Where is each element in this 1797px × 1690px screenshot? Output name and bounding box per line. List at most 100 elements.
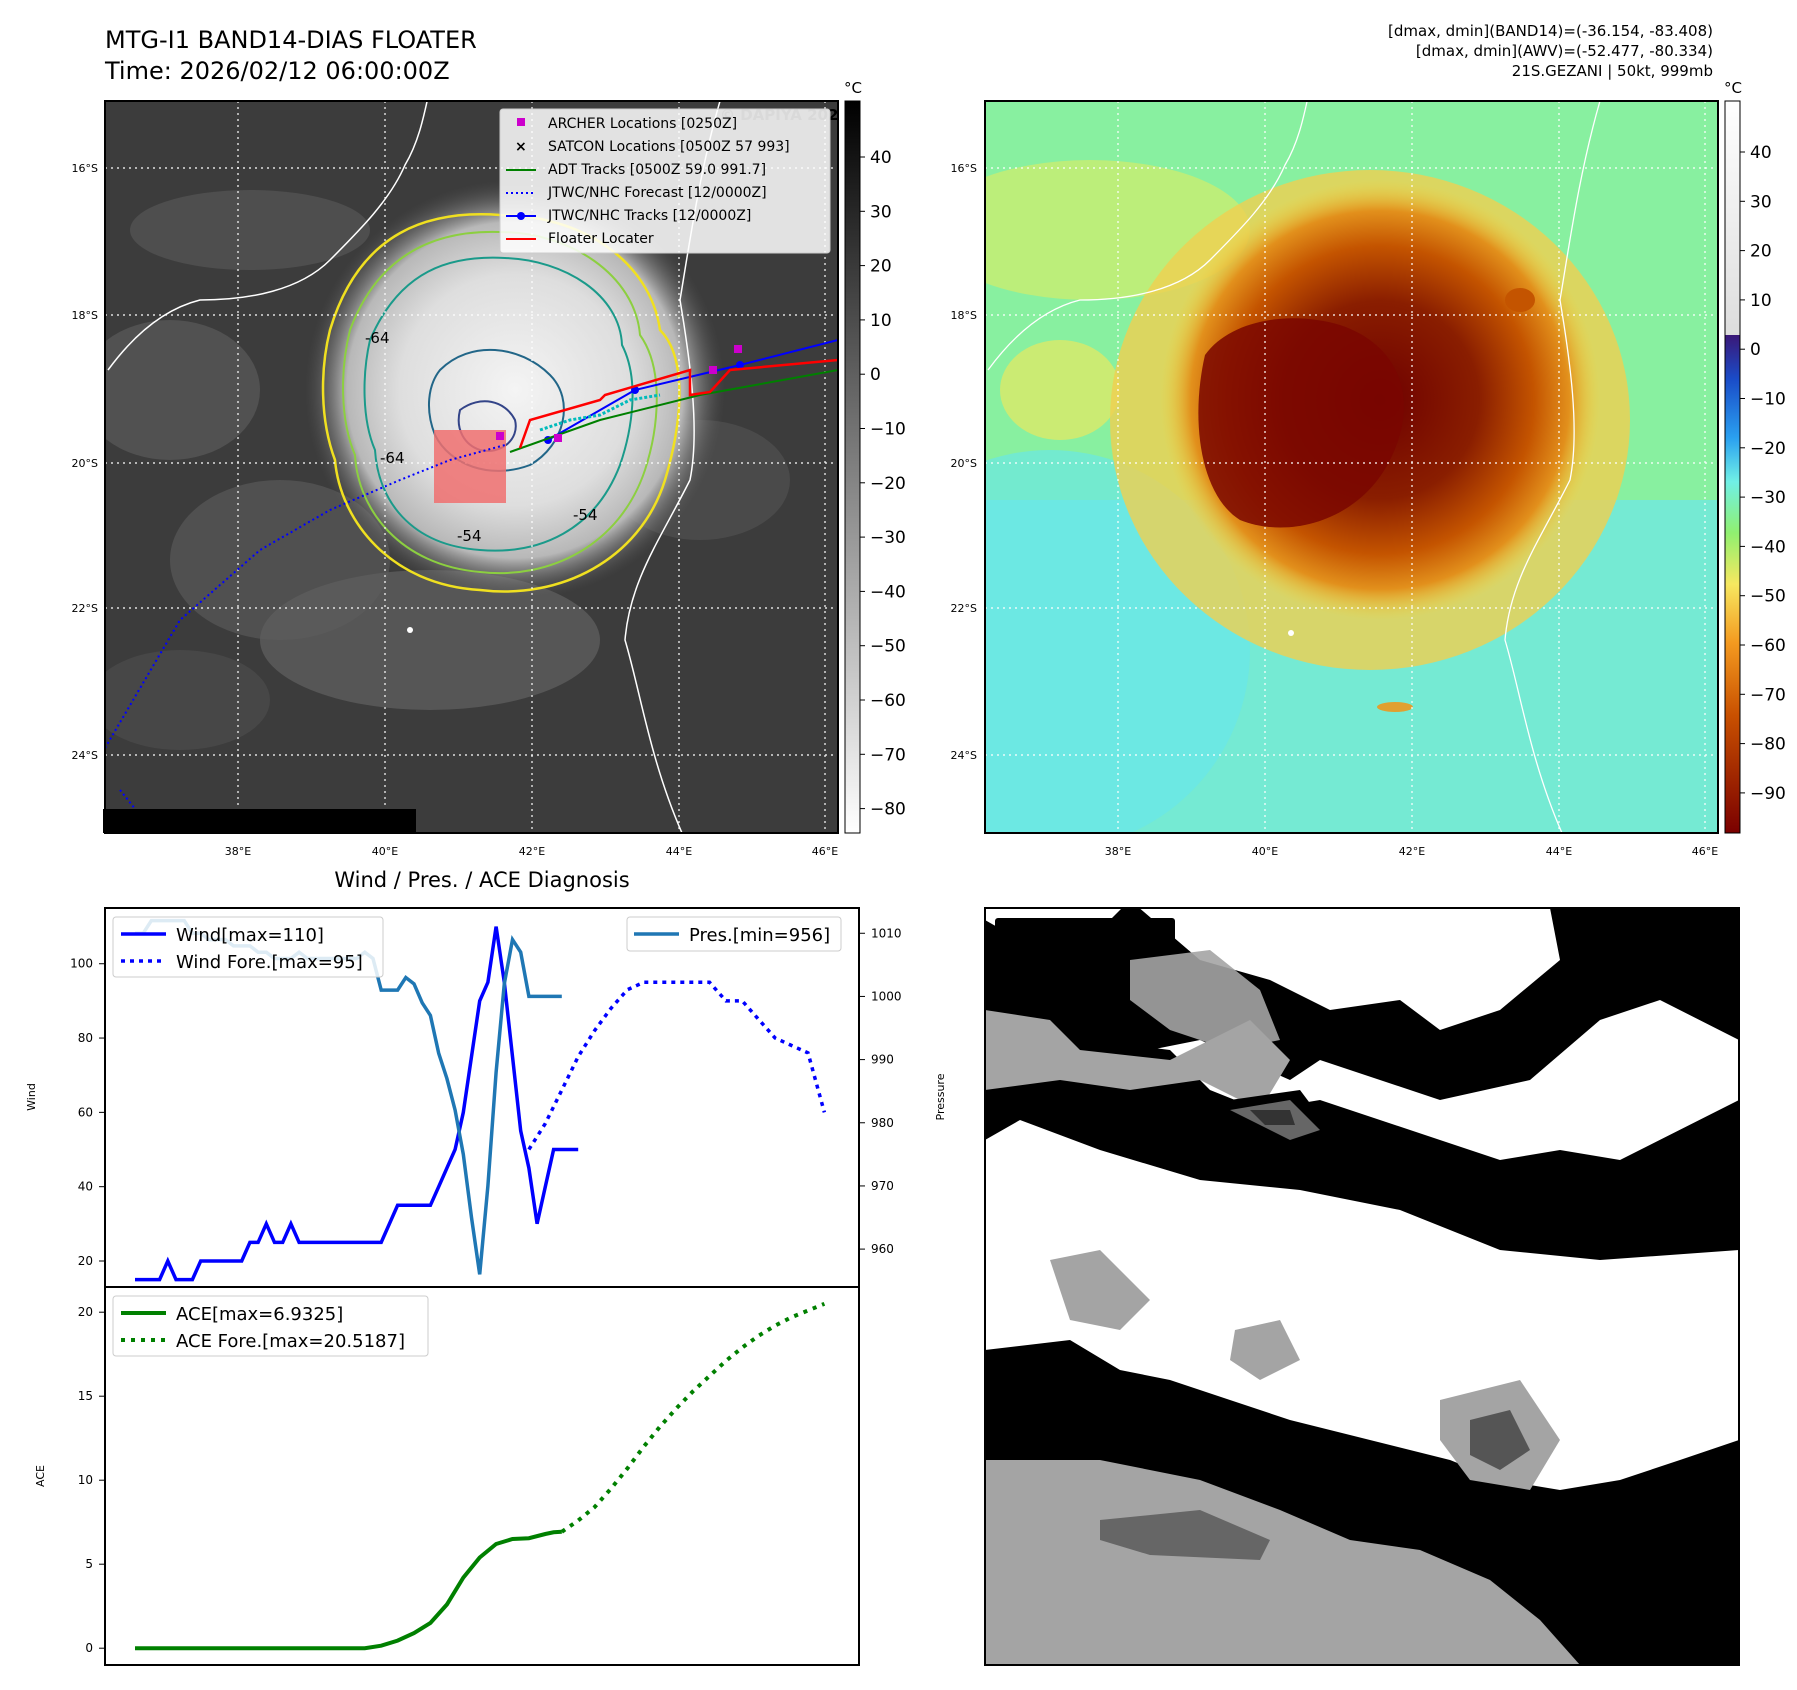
legend-satcon: SATCON Locations [0500Z 57 993] bbox=[548, 139, 790, 155]
ace-tick-label: 10 bbox=[78, 1473, 93, 1487]
wind-tick-label: 100 bbox=[70, 957, 93, 971]
pressure-tick-label: 990 bbox=[871, 1053, 894, 1067]
pressure-axis-label: Pressure bbox=[934, 1073, 947, 1120]
chart-title: Wind / Pres. / ACE Diagnosis bbox=[334, 868, 629, 892]
colorbar-tick-label: −10 bbox=[1750, 390, 1786, 410]
ace-axis-label: ACE bbox=[34, 1465, 47, 1487]
legend-tracks: JTWC/NHC Tracks [12/0000Z] bbox=[547, 208, 751, 224]
colorbar-tick-label: 40 bbox=[1750, 143, 1772, 163]
best-track bbox=[547, 339, 838, 441]
pressure-legend: Pres.[min=956] bbox=[626, 916, 842, 952]
right-map-lat-labels: 16°S 18°S 20°S 22°S 24°S bbox=[951, 162, 977, 762]
colorbar-tick-label: −50 bbox=[870, 637, 906, 657]
title-line-1: MTG-I1 BAND14-DIAS FLOATER bbox=[105, 26, 477, 54]
colorbar-tick-label: −70 bbox=[870, 745, 906, 765]
wind-legend: Wind[max=110] Wind Fore.[max=95] bbox=[112, 916, 384, 978]
copyright-box bbox=[103, 809, 416, 833]
colorbar-tick-label: −30 bbox=[870, 528, 906, 548]
svg-text:40°E: 40°E bbox=[372, 845, 398, 858]
svg-text:×: × bbox=[515, 139, 527, 155]
svg-text:22°S: 22°S bbox=[951, 602, 977, 615]
wmg-frame bbox=[984, 907, 1740, 1666]
wmg-count-box bbox=[995, 918, 1175, 950]
colorbar-tick-label: −70 bbox=[1750, 685, 1786, 705]
svg-text:42°E: 42°E bbox=[1399, 845, 1425, 858]
legend-ace-forecast: ACE Fore.[max=20.5187] bbox=[176, 1331, 405, 1352]
archer-legend-marker bbox=[517, 118, 525, 126]
storm-info: 21S.GEZANI | 50kt, 999mb bbox=[1511, 62, 1713, 80]
wmg-count: WMG Count: 0 bbox=[1004, 925, 1157, 947]
wind-tick-label: 40 bbox=[78, 1180, 93, 1194]
ir-map-frame bbox=[104, 100, 839, 834]
wind-forecast-series-line bbox=[527, 980, 827, 1151]
ace-series-line bbox=[135, 1529, 562, 1651]
svg-text:46°E: 46°E bbox=[1692, 845, 1718, 858]
colorbar-tick-label: 0 bbox=[1750, 340, 1761, 360]
colorbar-tick-label: −60 bbox=[870, 691, 906, 711]
ace-y-ticks: 0 5 10 15 20 bbox=[78, 1305, 105, 1655]
svg-text:18°S: 18°S bbox=[72, 309, 98, 322]
ace-chart: 0 5 10 15 20 ACE ACE[max=6.9325] ACE Fore.[m… bbox=[34, 1286, 860, 1666]
gridlines-right bbox=[985, 101, 1718, 833]
gray-colorbar-unit: °C bbox=[844, 79, 862, 97]
pressure-y-ticks: 960 970 980 990 1000 1010 bbox=[859, 926, 902, 1256]
forecast-track bbox=[105, 444, 506, 749]
svg-text:20°S: 20°S bbox=[951, 457, 977, 470]
right-map-lon-labels: 38°E 40°E 42°E 44°E 46°E bbox=[1105, 845, 1718, 858]
coastline-africa bbox=[107, 101, 428, 371]
pressure-tick-label: 1010 bbox=[871, 926, 902, 940]
legend-pressure: Pres.[min=956] bbox=[689, 925, 830, 946]
contour-label: -54 bbox=[457, 527, 482, 545]
floater-track bbox=[518, 358, 838, 449]
legend-adt: ADT Tracks [0500Z 59.0 991.7] bbox=[548, 162, 766, 178]
pressure-tick-label: 960 bbox=[871, 1242, 894, 1256]
left-map-lat-labels: 16°S 18°S 20°S 22°S 24°S bbox=[72, 162, 98, 762]
svg-text:44°E: 44°E bbox=[666, 845, 692, 858]
colorbar-tick-label: 30 bbox=[1750, 192, 1772, 212]
ace-forecast-series-line bbox=[560, 1301, 826, 1534]
colorbar-tick-label: 20 bbox=[870, 257, 892, 277]
svg-text:18°S: 18°S bbox=[951, 309, 977, 322]
colorbar-tick-label: −90 bbox=[1750, 784, 1786, 804]
legend-floater: Floater Locater bbox=[548, 231, 654, 247]
left-map-lon-labels: 38°E 40°E 42°E 44°E 46°E bbox=[225, 845, 838, 858]
color-colorbar: °C 40 30 20 10 0 −10 −20 −30 −40 −50 −60 −70 −80 −90 bbox=[1724, 79, 1786, 834]
contour-yellow bbox=[321, 213, 681, 593]
ace-tick-label: 20 bbox=[78, 1305, 93, 1319]
svg-text:38°E: 38°E bbox=[1105, 845, 1131, 858]
colorbar-tick-label: 10 bbox=[870, 311, 892, 331]
title-line-2: Time: 2026/02/12 06:00:00Z bbox=[105, 57, 450, 85]
legend-archer: ARCHER Locations [0250Z] bbox=[548, 116, 737, 132]
colorbar-tick-label: 40 bbox=[870, 148, 892, 168]
wind-pressure-chart: 20 40 60 80 100 960 970 980 990 1000 1010 Wind Pr… bbox=[25, 907, 947, 1288]
satcon-marks bbox=[539, 393, 661, 432]
svg-text:16°S: 16°S bbox=[951, 162, 977, 175]
colorbar-tick-label: −40 bbox=[1750, 537, 1786, 557]
legend-forecast: JTWC/NHC Forecast [12/0000Z] bbox=[547, 185, 767, 201]
ace-legend: ACE[max=6.9325] ACE Fore.[max=20.5187] bbox=[112, 1295, 429, 1357]
ace-tick-label: 5 bbox=[85, 1557, 93, 1571]
wind-axis-label: Wind bbox=[25, 1083, 38, 1111]
colorbar-tick-label: 10 bbox=[1750, 291, 1772, 311]
svg-text:44°E: 44°E bbox=[1546, 845, 1572, 858]
wind-tick-label: 80 bbox=[78, 1031, 93, 1045]
svg-text:46°E: 46°E bbox=[812, 845, 838, 858]
svg-text:24°S: 24°S bbox=[72, 749, 98, 762]
pressure-tick-label: 980 bbox=[871, 1116, 894, 1130]
colorbar-tick-label: 30 bbox=[870, 202, 892, 222]
svg-text:42°E: 42°E bbox=[519, 845, 545, 858]
stats-line-2: [dmax, dmin](AWV)=(-52.477, -80.334) bbox=[1415, 42, 1713, 60]
archer-marker bbox=[496, 432, 504, 440]
wmg-panel: WMG Count: 0 bbox=[985, 908, 1739, 1665]
svg-text:40°E: 40°E bbox=[1252, 845, 1278, 858]
wind-tick-label: 20 bbox=[78, 1254, 93, 1268]
pressure-tick-label: 970 bbox=[871, 1179, 894, 1193]
svg-text:38°E: 38°E bbox=[225, 845, 251, 858]
pressure-tick-label: 1000 bbox=[871, 989, 902, 1003]
colorbar-tick-label: −80 bbox=[870, 800, 906, 820]
map-legend: ARCHER Locations [0250Z] × SATCON Locati… bbox=[499, 108, 831, 254]
contour-label: -54 bbox=[573, 506, 598, 524]
colorbar-tick-label: −20 bbox=[870, 474, 906, 494]
color-colorbar-unit: °C bbox=[1724, 79, 1742, 97]
